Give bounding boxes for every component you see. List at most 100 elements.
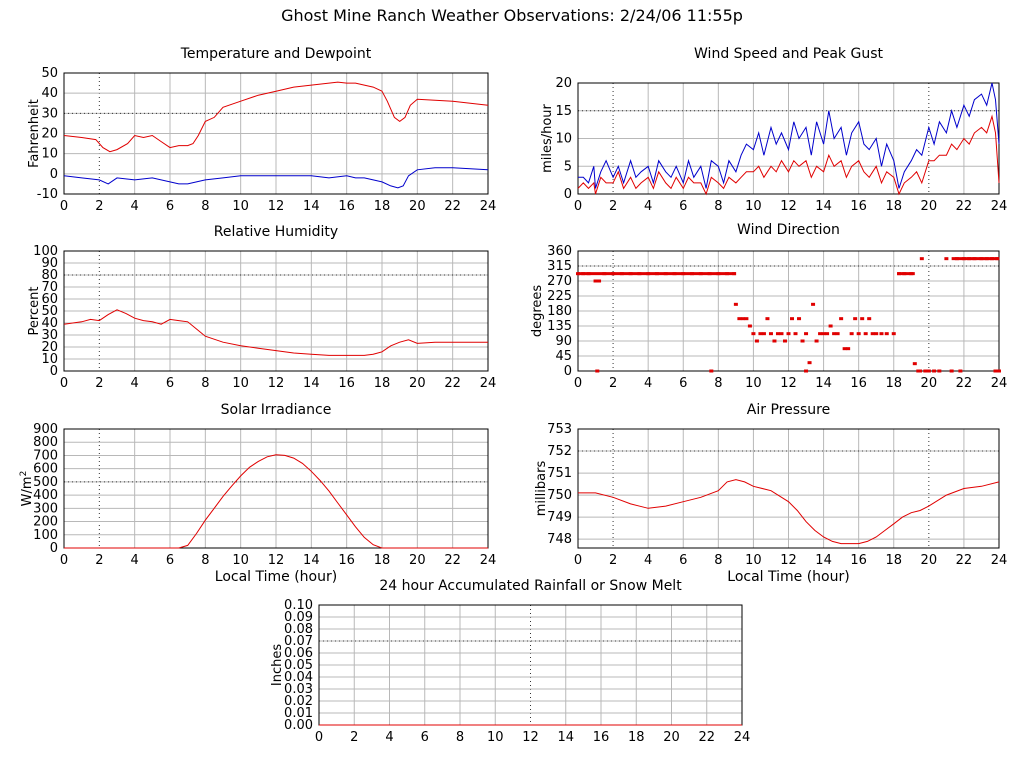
direction-point [814,339,819,343]
humidity-y-label: Percent [27,287,42,336]
direction-y-tick-label: 270 [547,274,572,289]
solar-x-tick-label: 12 [268,553,285,568]
direction-point [918,369,923,373]
solar-x-tick-label: 0 [60,553,68,568]
solar-y-label-sup: 2 [19,471,29,477]
temp-y-tick-label: 50 [41,66,58,81]
humidity-x-tick-label: 4 [131,376,139,391]
direction-point [818,332,823,336]
direction-point [747,324,752,328]
direction-point [839,317,844,321]
page-title: Ghost Mine Ranch Weather Observations: 2… [281,6,743,25]
direction-point [733,302,738,306]
humidity-x-tick-label: 2 [95,376,103,391]
direction-point [758,332,763,336]
direction-point [800,339,805,343]
direction-x-tick-label: 20 [921,376,938,391]
rain-chart: 0 2 4 6 8 10 12 14 16 18 20 22 240.000.010.020.030.0… [270,578,750,745]
direction-y-tick-label: 180 [547,304,572,319]
wind-x-tick-label: 6 [679,199,687,214]
direction-point [804,369,809,373]
direction-y-tick-label: 225 [547,289,572,304]
pressure-y-tick-label: 751 [547,466,572,481]
humidity-frame [63,250,489,372]
rain-y-tick-label: 0.09 [284,610,313,625]
wind-x-tick-label: 18 [885,199,902,214]
direction-point [832,332,837,336]
direction-point [804,332,809,336]
rain-x-tick-label: 4 [385,730,393,745]
direction-point [912,362,917,366]
direction-point [993,369,998,373]
direction-point [754,339,759,343]
wind-y-tick-label: 20 [555,76,572,91]
solar-y-tick-label: 100 [33,528,58,543]
temp-x-tick-label: 2 [95,199,103,214]
solar-x-tick-label: 8 [201,553,209,568]
direction-point [853,317,858,321]
rain-y-label: Inches [270,644,285,686]
direction-point [740,317,745,321]
rain-x-tick-label: 2 [350,730,358,745]
rain-x-tick-label: 8 [456,730,464,745]
direction-point [828,324,833,328]
pressure-title: Air Pressure [747,402,830,418]
solar-x-tick-label: 14 [303,553,320,568]
direction-point [846,347,851,351]
temp-y-label: Fahrenheit [27,99,42,168]
rain-y-tick-label: 0.02 [284,694,313,709]
temp-y-tick-label: 10 [41,147,58,162]
direction-y-tick-label: 360 [547,244,572,259]
direction-x-tick-label: 24 [991,376,1008,391]
temp-x-tick-label: 14 [303,199,320,214]
direction-point [874,332,879,336]
pressure-x-tick-label: 2 [609,553,617,568]
solar-y-tick-label: 300 [33,501,58,516]
temp-x-tick-label: 16 [338,199,355,214]
pressure-y-tick-label: 748 [547,532,572,547]
direction-point [821,332,826,336]
rain-x-tick-label: 6 [421,730,429,745]
wind-x-tick-label: 0 [574,199,582,214]
humidity-y-tick-label: 0 [50,364,58,379]
direction-point [807,361,812,365]
pressure-y-tick-label: 752 [547,444,572,459]
wind-x-tick-label: 10 [745,199,762,214]
direction-point [761,332,766,336]
direction-point [923,369,928,373]
pressure-x-tick-label: 6 [679,553,687,568]
wind-y-tick-label: 0 [564,187,572,202]
humidity-x-tick-label: 12 [268,376,285,391]
direction-x-tick-label: 22 [956,376,973,391]
direction-point [932,369,937,373]
rain-x-tick-label: 16 [593,730,610,745]
direction-point [949,369,954,373]
temp-x-tick-label: 0 [60,199,68,214]
rain-x-tick-label: 14 [557,730,574,745]
humidity-x-tick-label: 8 [201,376,209,391]
pressure-y-tick-label: 750 [547,488,572,503]
direction-point [937,369,942,373]
temp-x-tick-label: 24 [480,199,497,214]
pressure-x-tick-label: 4 [644,553,652,568]
direction-point [786,332,791,336]
solar-x-tick-label: 24 [480,553,497,568]
wind-x-tick-label: 20 [921,199,938,214]
rain-y-tick-label: 0.00 [284,718,313,733]
rain-x-tick-label: 12 [522,730,539,745]
temp-y-tick-label: 30 [41,106,58,121]
humidity-x-tick-label: 20 [409,376,426,391]
humidity-y-tick-label: 80 [41,268,58,283]
rain-x-tick-label: 20 [663,730,680,745]
pressure-frame [577,428,1000,549]
temp-title: Temperature and Dewpoint [180,46,372,62]
temp-y-tick-label: -10 [37,187,58,202]
rain-y-tick-label: 0.05 [284,658,313,673]
pressure-x-tick-label: 10 [745,553,762,568]
rain-x-tick-label: 18 [628,730,645,745]
direction-x-tick-label: 8 [714,376,722,391]
rain-title: 24 hour Accumulated Rainfall or Snow Mel… [379,578,682,594]
temp-x-tick-label: 4 [131,199,139,214]
temp-x-tick-label: 12 [268,199,285,214]
pressure-x-tick-label: 22 [956,553,973,568]
